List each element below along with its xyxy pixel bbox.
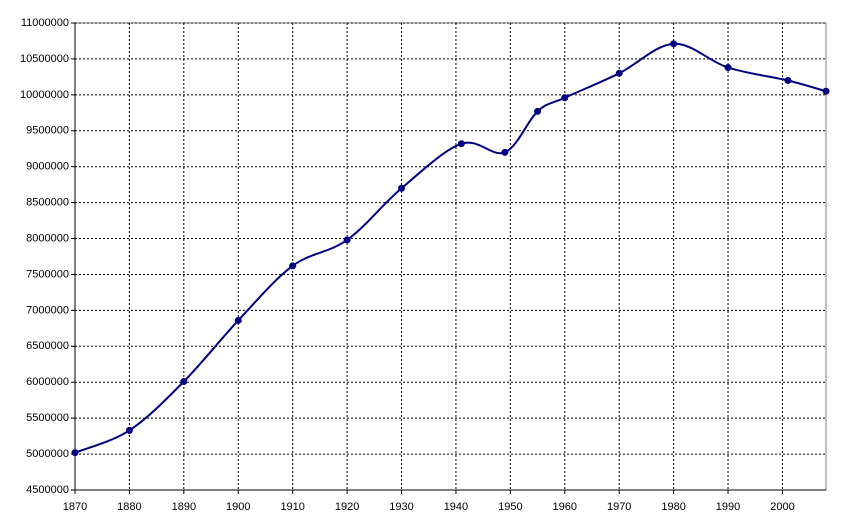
x-tick-label: 1970 (607, 501, 631, 513)
data-point (561, 94, 569, 102)
data-point (398, 184, 406, 192)
y-tick-label: 8500000 (26, 197, 69, 209)
data-point (289, 262, 297, 270)
y-tick-label: 7000000 (26, 304, 69, 316)
x-tick-label: 1910 (280, 501, 304, 513)
y-tick-label: 9000000 (26, 161, 69, 173)
y-tick-label: 6000000 (26, 376, 69, 388)
y-tick-label: 4500000 (26, 484, 69, 496)
x-tick-label: 1870 (63, 501, 87, 513)
data-point (822, 87, 830, 95)
data-point (457, 140, 465, 148)
data-point (534, 107, 542, 115)
data-point (501, 148, 509, 156)
x-tick-label: 1960 (553, 501, 577, 513)
data-point (724, 64, 732, 72)
y-tick-label: 8000000 (26, 232, 69, 244)
data-line (74, 42, 827, 454)
y-tick-label: 10000000 (20, 89, 69, 101)
x-tick-label: 2000 (770, 501, 794, 513)
y-tick-label: 11000000 (21, 17, 69, 29)
y-tick-label: 10500000 (20, 53, 69, 65)
data-point (343, 236, 351, 244)
data-point (234, 316, 242, 324)
y-tick-label: 9500000 (26, 125, 69, 137)
x-tick-label: 1900 (226, 501, 250, 513)
x-tick-label: 1890 (172, 501, 196, 513)
data-point (125, 426, 133, 434)
plot-area (74, 22, 827, 491)
data-point (784, 76, 792, 84)
y-tick-label: 5000000 (26, 448, 69, 460)
x-tick-label: 1920 (335, 501, 359, 513)
y-tick-label: 6500000 (26, 340, 69, 352)
data-point (180, 378, 188, 386)
x-tick-label: 1930 (389, 501, 413, 513)
x-tick-label: 1940 (444, 501, 468, 513)
y-tick-label: 5500000 (26, 412, 69, 424)
x-tick-label: 1990 (716, 501, 740, 513)
x-tick-label: 1980 (661, 501, 685, 513)
x-tick-label: 1880 (117, 501, 141, 513)
x-tick-label: 1950 (498, 501, 522, 513)
y-tick-label: 7500000 (26, 268, 69, 280)
data-point (615, 69, 623, 77)
data-point (71, 449, 79, 457)
data-point (670, 40, 678, 48)
